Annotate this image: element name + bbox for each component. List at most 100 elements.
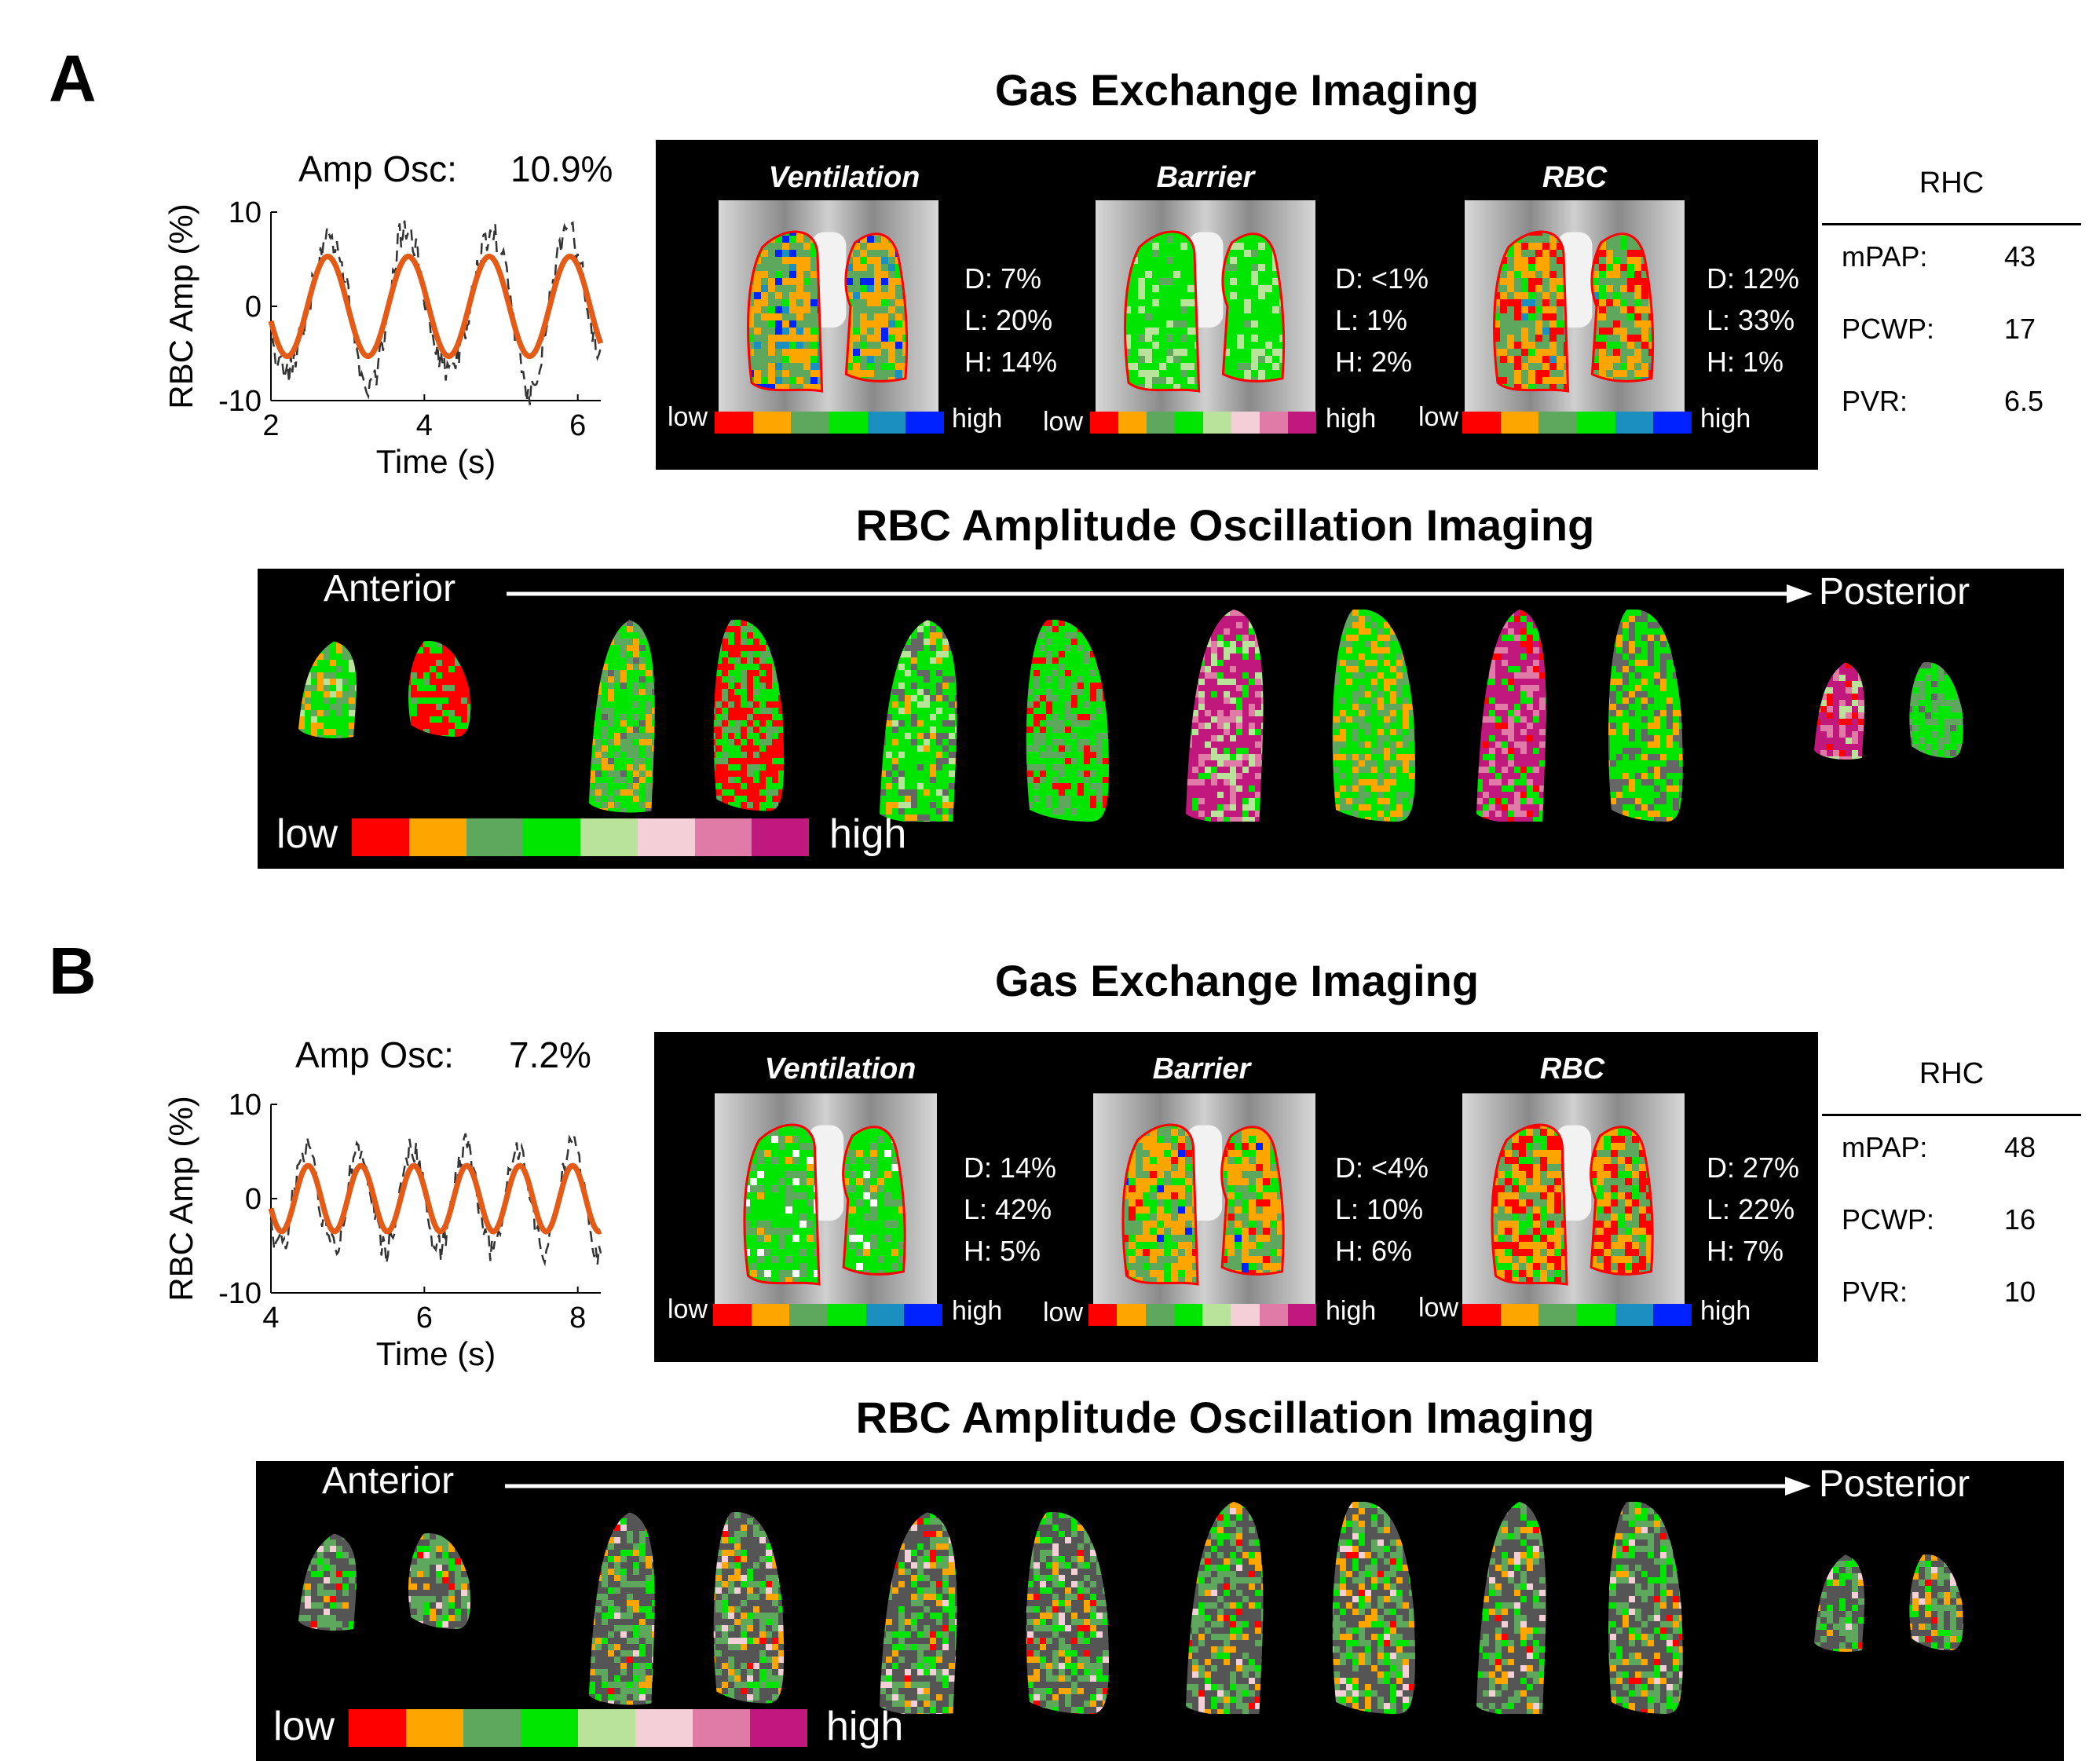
stat-high: H: 2% [1335, 346, 1413, 378]
colorbar-swatch [1288, 412, 1316, 434]
rhc-title-b: RHC [1919, 1057, 1985, 1090]
rbc-oscillation-chart-b: 10 0 -104 6 8 Time (s) RBC Amp (%) [163, 1089, 602, 1372]
colorbar-swatch [1615, 412, 1654, 434]
lung-slice-map [1476, 1502, 1546, 1714]
colorbar-swatch [1538, 412, 1578, 434]
colorbar-low-label: low [273, 1704, 335, 1749]
colorbar-swatch [904, 1304, 943, 1326]
lung-outline [1491, 1123, 1568, 1286]
colorbar-swatch [1462, 1304, 1501, 1326]
rbc-stats-a: D: 12% L: 33% H: 1% [1707, 258, 1799, 383]
anterior-label-b: Anterior [322, 1460, 455, 1502]
amp-osc-value-b: 7.2% [509, 1034, 591, 1075]
rhc-value-pvr-b: 10 [2004, 1276, 2036, 1308]
colorbar-high-label: high [952, 404, 1003, 434]
barrier-colorbar-a [1090, 412, 1316, 434]
colorbar-swatch [1145, 1304, 1174, 1326]
lung-slice-map [589, 1512, 655, 1705]
rbc-stats-b: D: 27% L: 22% H: 7% [1707, 1147, 1799, 1272]
lung-slice-map [1332, 1502, 1415, 1714]
colorbar-swatch [715, 412, 753, 434]
colorbar-low-label: low [276, 811, 338, 857]
stat-low: L: 22% [1707, 1193, 1795, 1225]
stat-defect: D: 27% [1707, 1151, 1800, 1184]
rbc-oscillation-slices-a [298, 610, 1963, 822]
colorbar-swatch [1615, 1304, 1654, 1326]
colorbar-swatch [752, 818, 809, 856]
lung-outline [743, 1123, 821, 1286]
lung-outline [1121, 1123, 1199, 1286]
x-tick-label: 2 [262, 409, 279, 442]
colorbar-swatch [578, 1709, 635, 1747]
colorbar-swatch [352, 818, 409, 856]
colorbar-swatch [1090, 412, 1118, 434]
colorbar-swatch [693, 1709, 750, 1747]
rhc-divider-b [1822, 1114, 2081, 1116]
stat-defect: D: <4% [1335, 1151, 1429, 1184]
rbc-oscillation-slices-b [298, 1502, 1963, 1714]
lung-outline [1590, 232, 1655, 383]
anterior-label-a: Anterior [324, 568, 456, 610]
colorbar-swatch [694, 818, 752, 856]
amp-osc-label-b: Amp Osc: [295, 1034, 454, 1075]
colorbar-high-label: high [1700, 404, 1751, 434]
ventilation-colorbar-a [715, 412, 945, 434]
stat-high: H: 6% [1335, 1235, 1413, 1267]
colorbar-swatch [1653, 412, 1692, 434]
colorbar-swatch [408, 818, 466, 856]
rhc-label-pvr-a: PVR: [1842, 385, 1908, 417]
colorbar-swatch [349, 1709, 406, 1747]
colorbar-high-label: high [1326, 1296, 1377, 1326]
colorbar-swatch [580, 818, 638, 856]
colorbar-swatch [867, 412, 906, 434]
colorbar-swatch [791, 412, 830, 434]
lung-slice-map [1332, 610, 1415, 822]
colorbar-swatch [1088, 1304, 1118, 1326]
panel-letter-b: B [49, 934, 97, 1008]
colorbar-low-label: low [1418, 1293, 1459, 1323]
y-tick-label: 10 [229, 196, 262, 229]
lung-slice-map [1186, 1502, 1264, 1714]
rhc-divider-a [1822, 223, 2081, 225]
lung-slice-map [1026, 1512, 1109, 1714]
gas-exchange-title-b: Gas Exchange Imaging [994, 956, 1480, 1005]
colorbar-high-label: high [1700, 1296, 1751, 1326]
rhc-value-mpap-b: 48 [2004, 1131, 2036, 1163]
colorbar-swatch [865, 1304, 905, 1326]
colorbar-swatch [905, 412, 945, 434]
rhc-title-a: RHC [1919, 167, 1985, 200]
colorbar-swatch [713, 1304, 752, 1326]
stat-high: H: 5% [964, 1235, 1041, 1267]
colorbar-swatch [1173, 1304, 1202, 1326]
ventilation-colorbar-b [713, 1304, 943, 1326]
rbc-map-a [1465, 200, 1685, 412]
lung-slice-map [1909, 1554, 1963, 1650]
amp-osc-label-a: Amp Osc: [298, 148, 457, 189]
lung-voxel-map [1122, 1125, 1284, 1284]
stat-defect: D: 14% [964, 1151, 1057, 1184]
fit-series-line [268, 253, 604, 360]
posterior-label-a: Posterior [1819, 571, 1970, 613]
colorbar-low-label: low [668, 1294, 708, 1324]
colorbar-swatch [1203, 412, 1231, 434]
barrier-map-a [1096, 200, 1315, 412]
stat-defect: D: <1% [1335, 262, 1429, 295]
lung-slice-map [408, 641, 470, 737]
lung-slice-map [1909, 662, 1963, 758]
x-tick-label: 8 [569, 1302, 586, 1334]
lung-outline [1590, 1126, 1654, 1276]
colorbar-swatch [466, 818, 524, 856]
lung-outline [747, 230, 824, 393]
amp-osc-value-a: 10.9% [510, 148, 613, 189]
gx-title-rbc-b: RBC [1539, 1053, 1605, 1086]
raw-series-line [269, 220, 602, 405]
y-tick-label: 0 [245, 1183, 262, 1216]
lung-outline [842, 1126, 906, 1276]
rbc-map-b [1462, 1093, 1685, 1305]
rhc-value-pvr-a: 6.5 [2004, 385, 2044, 417]
barrier-map-b [1093, 1093, 1315, 1305]
stat-defect: D: 12% [1707, 262, 1800, 295]
colorbar-swatch [1287, 1304, 1316, 1326]
colorbar-swatch [789, 1304, 829, 1326]
rbc-oscillation-chart-a: 10 0 -102 4 6 Time (s) RBC Amp (%) [163, 196, 604, 480]
